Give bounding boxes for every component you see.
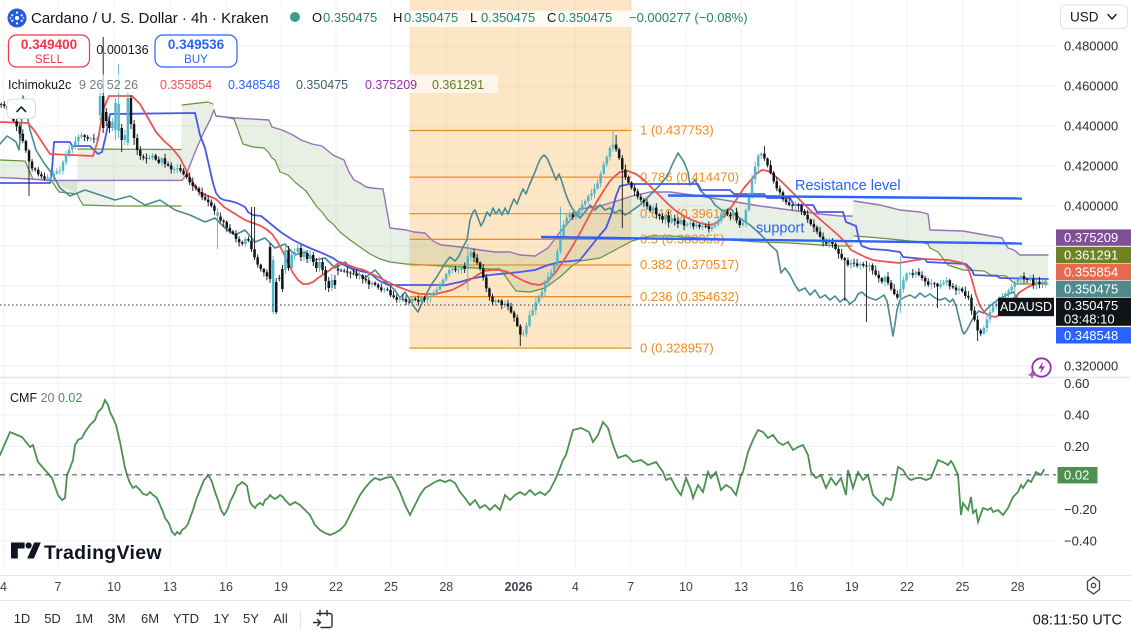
svg-text:0.460000: 0.460000 (1064, 79, 1118, 94)
svg-text:4: 4 (0, 580, 7, 594)
svg-text:0.440000: 0.440000 (1064, 119, 1118, 134)
svg-text:0.349400: 0.349400 (21, 37, 77, 52)
svg-text:08:11:50 UTC: 08:11:50 UTC (1033, 613, 1122, 629)
svg-text:0.348548: 0.348548 (228, 78, 280, 92)
svg-text:SELL: SELL (35, 54, 64, 66)
svg-text:0.350475: 0.350475 (1064, 282, 1118, 297)
svg-text:0.480000: 0.480000 (1064, 39, 1118, 54)
svg-text:0.350475: 0.350475 (323, 10, 377, 25)
svg-text:7: 7 (627, 580, 634, 594)
svg-text:−0.000277 (−0.08%): −0.000277 (−0.08%) (629, 10, 748, 25)
svg-text:support: support (756, 221, 804, 237)
svg-text:0.400000: 0.400000 (1064, 199, 1118, 214)
svg-text:1D: 1D (14, 611, 31, 626)
svg-text:0.382 (0.370517): 0.382 (0.370517) (640, 257, 739, 272)
svg-text:19: 19 (274, 580, 288, 594)
svg-text:0 (0.328957): 0 (0.328957) (640, 340, 714, 355)
svg-text:0.350475: 0.350475 (296, 78, 348, 92)
svg-text:L: L (470, 10, 477, 25)
svg-text:0.355854: 0.355854 (1064, 265, 1118, 280)
svg-text:0.350475: 0.350475 (404, 10, 458, 25)
svg-text:16: 16 (790, 580, 804, 594)
svg-text:1Y: 1Y (214, 611, 230, 626)
svg-text:13: 13 (734, 580, 748, 594)
svg-text:All: All (273, 611, 288, 626)
svg-text:0.349536: 0.349536 (168, 37, 225, 52)
svg-text:BUY: BUY (184, 54, 208, 66)
svg-text:0.40: 0.40 (1064, 408, 1089, 423)
svg-text:Resistance level: Resistance level (795, 178, 901, 194)
svg-text:0.60: 0.60 (1064, 376, 1089, 391)
svg-text:0.348548: 0.348548 (1064, 328, 1118, 343)
svg-text:0.20: 0.20 (1064, 439, 1089, 454)
svg-text:0.355854: 0.355854 (160, 78, 212, 92)
svg-text:0.361291: 0.361291 (432, 78, 484, 92)
svg-text:4: 4 (572, 580, 579, 594)
svg-text:TradingView: TradingView (44, 542, 162, 564)
svg-text:6M: 6M (141, 611, 159, 626)
svg-text:0.420000: 0.420000 (1064, 159, 1118, 174)
svg-text:O: O (312, 10, 322, 25)
svg-text:0.236 (0.354632): 0.236 (0.354632) (640, 289, 739, 304)
svg-text:0.375209: 0.375209 (1064, 230, 1118, 245)
svg-text:ADAUSD: ADAUSD (1000, 300, 1052, 314)
svg-text:9 26 52 26: 9 26 52 26 (79, 78, 138, 92)
svg-text:2026: 2026 (505, 580, 533, 594)
svg-text:13: 13 (163, 580, 177, 594)
svg-text:1M: 1M (75, 611, 93, 626)
svg-text:22: 22 (329, 580, 343, 594)
svg-text:3M: 3M (107, 611, 125, 626)
svg-text:C: C (547, 10, 556, 25)
svg-text:0.375209: 0.375209 (365, 78, 417, 92)
svg-text:10: 10 (107, 580, 121, 594)
svg-text:0.350475: 0.350475 (558, 10, 612, 25)
svg-text:H: H (393, 10, 402, 25)
svg-text:25: 25 (384, 580, 398, 594)
svg-text:0.350475: 0.350475 (1064, 298, 1118, 313)
svg-text:Cardano / U. S. Dollar · 4h ·: Cardano / U. S. Dollar · 4h · Kraken (31, 10, 269, 27)
svg-text:28: 28 (1011, 580, 1025, 594)
svg-text:0.361291: 0.361291 (1064, 248, 1118, 263)
svg-text:5D: 5D (44, 611, 61, 626)
svg-text:25: 25 (955, 580, 969, 594)
svg-text:19: 19 (845, 580, 859, 594)
svg-text:7: 7 (55, 580, 62, 594)
svg-text:0.350475: 0.350475 (481, 10, 535, 25)
svg-text:5Y: 5Y (243, 611, 259, 626)
svg-text:22: 22 (900, 580, 914, 594)
svg-text:28: 28 (439, 580, 453, 594)
svg-text:−0.40: −0.40 (1064, 534, 1097, 549)
svg-text:16: 16 (219, 580, 233, 594)
svg-text:03:48:10: 03:48:10 (1064, 312, 1115, 327)
svg-text:CMF 20 0.02: CMF 20 0.02 (10, 391, 82, 405)
svg-text:USD: USD (1070, 10, 1099, 25)
svg-text:0.02: 0.02 (1064, 468, 1089, 483)
svg-text:1 (0.437753): 1 (0.437753) (640, 123, 714, 138)
svg-text:0.320000: 0.320000 (1064, 359, 1118, 374)
svg-text:10: 10 (679, 580, 693, 594)
svg-text:−0.20: −0.20 (1064, 502, 1097, 517)
svg-text:0.000136: 0.000136 (96, 43, 148, 57)
svg-text:Ichimoku2c: Ichimoku2c (8, 78, 71, 92)
svg-text:YTD: YTD (173, 611, 199, 626)
